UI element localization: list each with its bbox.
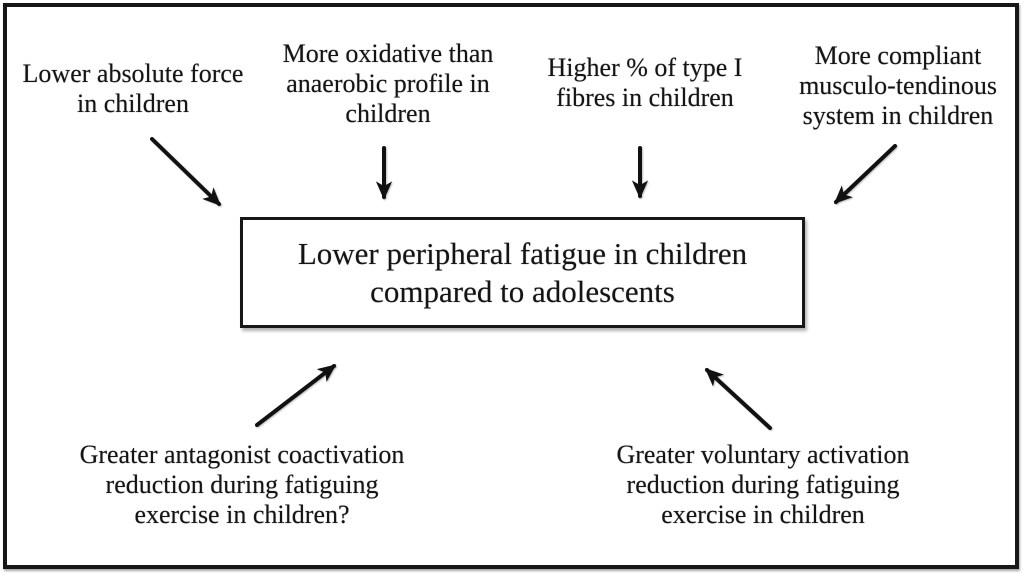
factor-line: More oxidative than bbox=[282, 39, 494, 68]
center-box-line: compared to adolescents bbox=[370, 273, 675, 309]
factor-label-oxidative-profile: More oxidative than anaerobic profile in… bbox=[263, 39, 513, 129]
factor-line: system in children bbox=[802, 101, 994, 130]
factor-line: More compliant bbox=[814, 41, 982, 70]
factor-line: exercise in children? bbox=[134, 500, 350, 529]
factor-line: fibres in children bbox=[556, 83, 734, 112]
factor-label-voluntary-activation: Greater voluntary activation reduction d… bbox=[593, 440, 933, 530]
factor-label-compliant-system: More compliant musculo-tendinous system … bbox=[773, 41, 1023, 131]
factor-line: Greater antagonist coactivation bbox=[79, 440, 405, 469]
factor-line: Greater voluntary activation bbox=[616, 440, 910, 469]
center-box: Lower peripheral fatigue in children com… bbox=[240, 217, 805, 328]
factor-label-type-i-fibres: Higher % of type I fibres in children bbox=[520, 53, 770, 113]
factor-line: children bbox=[345, 99, 431, 128]
factor-line: anaerobic profile in bbox=[286, 69, 490, 98]
factor-line: exercise in children bbox=[661, 500, 865, 529]
center-box-line: Lower peripheral fatigue in children bbox=[297, 235, 748, 271]
factor-line: musculo-tendinous bbox=[799, 71, 997, 100]
factor-line: reduction during fatiguing bbox=[105, 470, 379, 499]
factor-label-antagonist-coactivation: Greater antagonist coactivation reductio… bbox=[72, 440, 412, 530]
factor-label-absolute-force: Lower absolute force in children bbox=[8, 59, 258, 119]
factor-line: Lower absolute force bbox=[22, 59, 244, 88]
factor-line: in children bbox=[77, 89, 189, 118]
factor-line: reduction during fatiguing bbox=[626, 470, 900, 499]
factor-line: Higher % of type I bbox=[547, 53, 743, 82]
